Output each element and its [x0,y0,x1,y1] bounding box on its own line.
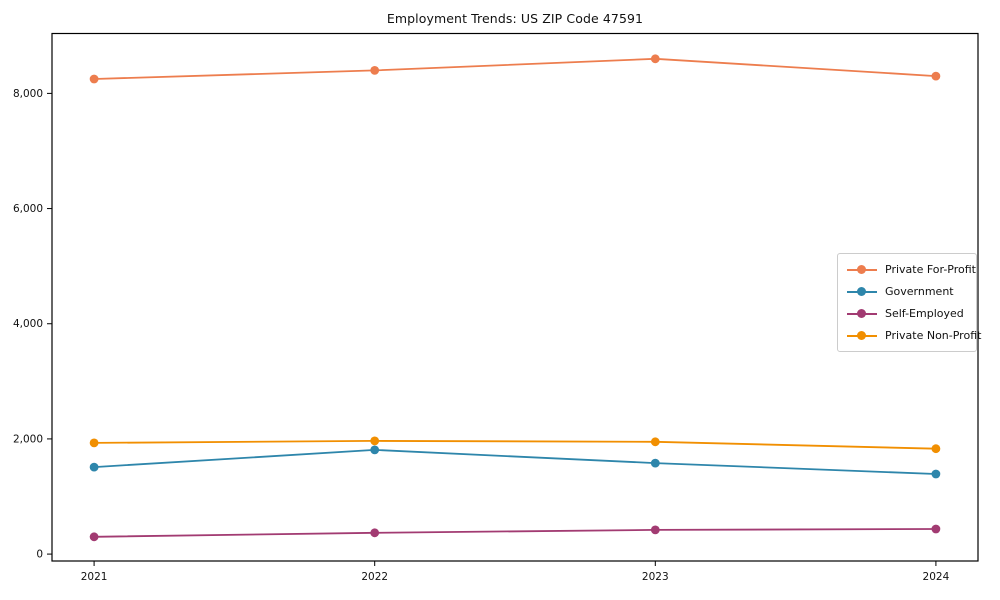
series-marker [931,524,941,534]
series-line [94,439,936,450]
legend-line-marker-icon [847,309,877,319]
series-line [94,528,936,538]
series-marker [650,525,660,535]
legend-item: Private For-Profit [847,262,976,277]
plot-border [51,32,979,562]
series-marker [650,437,660,447]
x-tick-label: 2023 [642,571,669,583]
series-marker [89,438,99,448]
series-marker [89,462,99,472]
series-marker [89,532,99,542]
series-marker [931,469,941,479]
series-line [94,448,936,475]
legend-item: Government [847,284,968,299]
series-marker [89,74,99,84]
series-marker [650,458,660,468]
y-tick-label: 4,000 [13,318,43,330]
series-marker [931,71,941,81]
legend-item: Private Non-Profit [847,328,981,343]
series-marker [370,528,380,538]
x-tick-label: 2021 [81,571,108,583]
legend-item-label: Private For-Profit [885,263,976,276]
legend-line-marker-icon [847,331,877,341]
y-tick-label: 2,000 [13,433,43,445]
legend-line-marker-icon [847,287,877,297]
series-marker [931,444,941,454]
chart-title: Employment Trends: US ZIP Code 47591 [386,11,644,26]
y-tick-label: 8,000 [13,88,43,100]
chart-legend: Private For-Profit Government Self-Employe… [837,253,981,352]
x-tick-label: 2022 [361,571,388,583]
series-marker [370,436,380,446]
legend-line-marker-icon [847,265,877,275]
legend-item: Self-Employed [847,306,968,321]
legend-item-label: Self-Employed [885,307,964,320]
series-line [94,57,936,80]
series-marker [370,445,380,455]
y-tick-label: 6,000 [13,203,43,215]
series-marker [370,66,380,75]
series-marker [650,54,660,64]
legend-item-label: Government [885,285,954,298]
x-tick-label: 2024 [923,571,950,583]
y-tick-label: 0 [36,549,43,561]
legend-item-label: Private Non-Profit [885,329,982,342]
